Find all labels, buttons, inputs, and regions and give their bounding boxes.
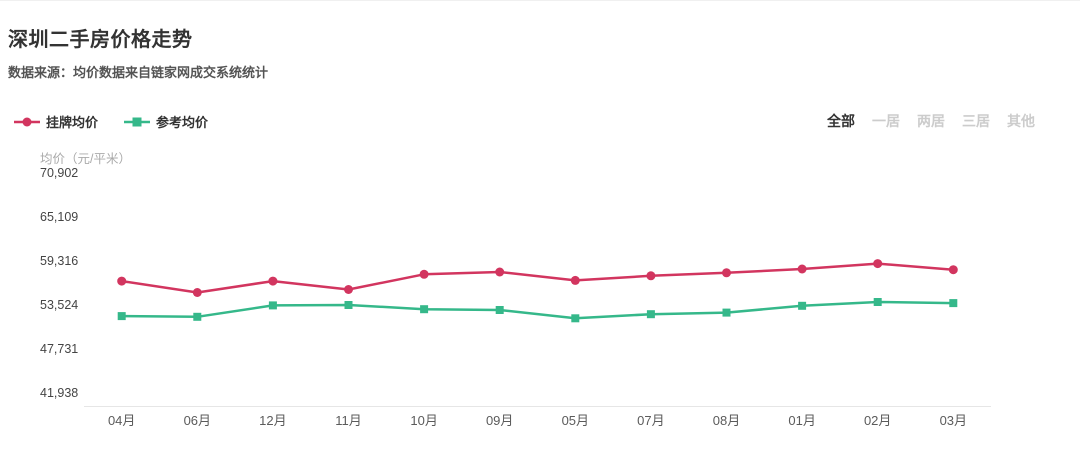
filter-item-4[interactable]: 其他	[1007, 113, 1035, 129]
filter-item-1[interactable]: 一居	[872, 113, 900, 129]
legend-item-listing-price[interactable]: 挂牌均价	[14, 112, 98, 131]
y-tick-label: 65,109	[40, 210, 79, 224]
filter-item-0[interactable]: 全部	[827, 113, 855, 129]
filter-item-3[interactable]: 三居	[962, 113, 990, 129]
data-point[interactable]	[268, 301, 277, 310]
x-tick-label: 12月	[259, 413, 287, 428]
data-point[interactable]	[420, 305, 429, 314]
data-point[interactable]	[646, 310, 655, 319]
data-point[interactable]	[722, 308, 731, 317]
legend-label: 参考均价	[156, 115, 209, 130]
data-point[interactable]	[948, 265, 958, 275]
y-tick-label: 70,902	[40, 166, 79, 180]
data-point[interactable]	[571, 314, 580, 323]
room-type-filters: 全部 一居 两居 三居 其他	[827, 111, 1035, 131]
data-point[interactable]	[117, 312, 126, 321]
square-marker-icon	[124, 117, 151, 126]
data-point[interactable]	[570, 275, 580, 285]
y-tick-label: 47,731	[40, 341, 79, 356]
data-source-note: 数据来源：均价数据来自链家网成交系统统计	[8, 65, 269, 80]
x-tick-label: 11月	[335, 413, 362, 428]
data-point[interactable]	[117, 276, 127, 286]
x-tick-label: 08月	[712, 413, 741, 428]
y-tick-label: 41,938	[40, 386, 79, 400]
y-tick-label: 59,316	[40, 254, 79, 268]
legend-label: 挂牌均价	[46, 115, 99, 130]
x-tick-label: 05月	[561, 413, 590, 428]
data-point[interactable]	[344, 301, 353, 309]
x-tick-label: 10月	[410, 413, 438, 428]
x-tick-label: 02月	[863, 413, 892, 428]
x-tick-label: 03月	[939, 413, 968, 428]
data-point[interactable]	[268, 276, 278, 286]
data-point[interactable]	[646, 271, 656, 281]
series-line	[120, 300, 955, 320]
filter-item-2[interactable]: 两居	[917, 113, 945, 129]
data-point[interactable]	[193, 312, 202, 321]
data-point[interactable]	[797, 264, 807, 274]
x-tick-label: 06月	[183, 413, 212, 428]
x-tick-label: 09月	[485, 413, 514, 428]
series-line	[120, 262, 955, 294]
data-point[interactable]	[722, 268, 731, 278]
x-tick-label: 01月	[788, 413, 816, 428]
circle-marker-icon	[14, 117, 40, 126]
data-point[interactable]	[495, 306, 504, 314]
data-point[interactable]	[798, 301, 807, 310]
data-point[interactable]	[192, 288, 202, 297]
y-tick-label: 53,524	[40, 297, 79, 312]
x-tick-label: 07月	[637, 413, 665, 428]
data-point[interactable]	[495, 267, 505, 277]
legend-item-reference-price[interactable]: 参考均价	[124, 112, 208, 131]
page-title: 深圳二手房价格走势	[8, 29, 193, 51]
x-axis-line	[84, 406, 991, 407]
chart-legend: 挂牌均价 参考均价	[14, 112, 208, 131]
data-point[interactable]	[873, 298, 882, 306]
data-point[interactable]	[344, 285, 353, 294]
x-tick-label: 04月	[107, 413, 136, 428]
data-point[interactable]	[419, 269, 429, 279]
data-point[interactable]	[949, 299, 958, 308]
y-axis-title: 均价（元/平米）	[40, 152, 131, 166]
data-point[interactable]	[873, 259, 883, 269]
